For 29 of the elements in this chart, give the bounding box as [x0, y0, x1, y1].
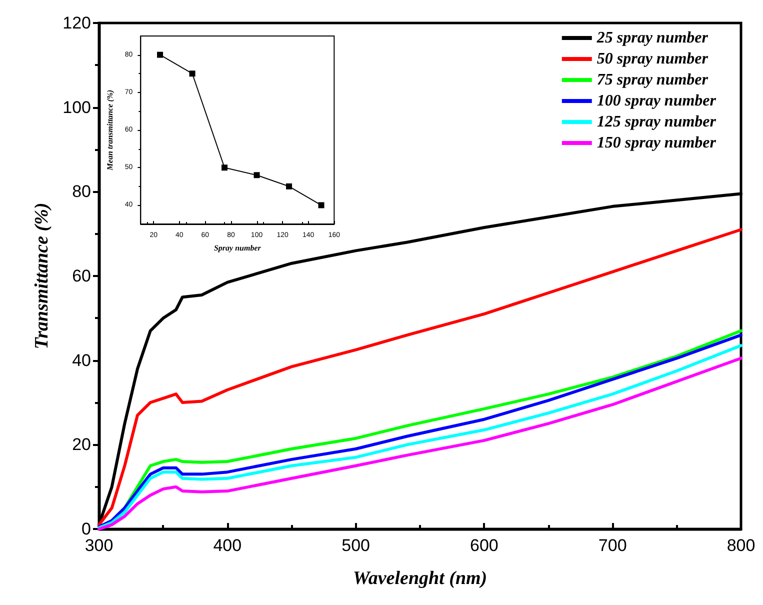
legend-label: 25 spray number [596, 30, 709, 46]
legend-label: 125 spray number [596, 114, 717, 130]
x-tick-label: 500 [342, 536, 370, 555]
legend-label: 100 spray number [596, 92, 717, 110]
y-tick-label: 100 [62, 98, 91, 117]
legend-label: 150 spray number [596, 134, 717, 152]
x-tick-label: 700 [598, 536, 627, 555]
point [157, 52, 164, 58]
legend-label: 75 spray number [596, 72, 709, 88]
y-tick-label: 80 [72, 182, 91, 202]
y-tick-label: 40 [72, 350, 91, 370]
point [222, 164, 228, 171]
y-axis-title: Transmittance (%) [32, 202, 53, 350]
point [189, 70, 196, 77]
x-tick-label: 400 [213, 536, 242, 555]
x-axis-title: Spray number [214, 244, 262, 252]
x-tick-label: 300 [84, 536, 114, 555]
x-axis-title: Wavelenght (nm) [352, 568, 488, 589]
point [318, 202, 324, 208]
x-tick-label: 800 [726, 536, 756, 555]
point [254, 172, 260, 178]
y-tick-label: 120 [62, 14, 91, 32]
y-tick-label: 20 [72, 435, 91, 454]
x-tick-label: 600 [470, 536, 498, 555]
legend-label: 50 spray number [596, 50, 709, 68]
y-tick-label: 0 [82, 520, 91, 538]
y-axis-title: Mean transmittance (%) [106, 89, 114, 172]
y-tick-label: 60 [72, 266, 91, 286]
point [286, 183, 292, 190]
